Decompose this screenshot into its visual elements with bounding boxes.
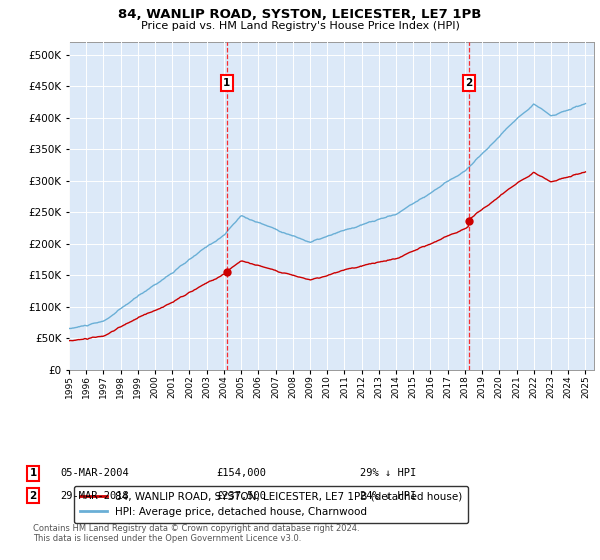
Text: 84, WANLIP ROAD, SYSTON, LEICESTER, LE7 1PB: 84, WANLIP ROAD, SYSTON, LEICESTER, LE7 … [118, 8, 482, 21]
Text: 24% ↓ HPI: 24% ↓ HPI [360, 491, 416, 501]
Text: 2: 2 [465, 78, 472, 88]
Text: 1: 1 [223, 78, 230, 88]
Text: £154,000: £154,000 [216, 468, 266, 478]
Text: 1: 1 [29, 468, 37, 478]
Text: £237,500: £237,500 [216, 491, 266, 501]
Text: 05-MAR-2004: 05-MAR-2004 [60, 468, 129, 478]
Legend: 84, WANLIP ROAD, SYSTON, LEICESTER, LE7 1PB (detached house), HPI: Average price: 84, WANLIP ROAD, SYSTON, LEICESTER, LE7 … [74, 486, 469, 523]
Text: Contains HM Land Registry data © Crown copyright and database right 2024.
This d: Contains HM Land Registry data © Crown c… [33, 524, 359, 543]
Text: Price paid vs. HM Land Registry's House Price Index (HPI): Price paid vs. HM Land Registry's House … [140, 21, 460, 31]
Text: 2: 2 [29, 491, 37, 501]
Text: 29-MAR-2018: 29-MAR-2018 [60, 491, 129, 501]
Text: 29% ↓ HPI: 29% ↓ HPI [360, 468, 416, 478]
